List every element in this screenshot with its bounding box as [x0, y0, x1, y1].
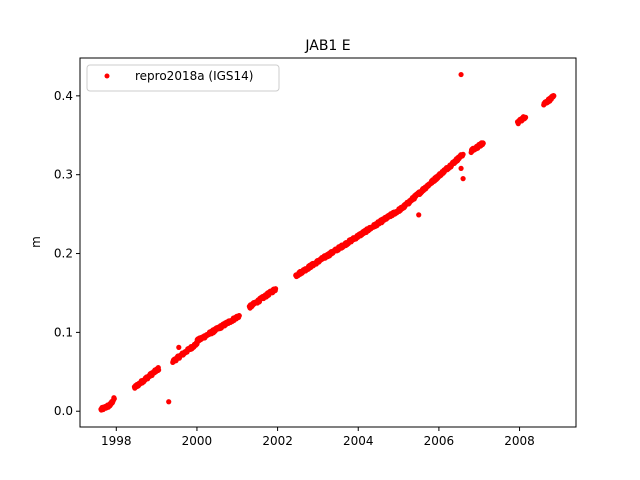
y-tick-label: 0.0	[54, 404, 73, 418]
plot-frame	[79, 57, 577, 428]
data-point	[156, 367, 162, 373]
data-point	[272, 286, 279, 292]
data-point-outlier	[458, 165, 464, 171]
data-point	[236, 313, 242, 319]
chart-title: JAB1 E	[304, 38, 350, 54]
data-point	[460, 151, 466, 157]
data-point	[480, 140, 486, 146]
data-points	[98, 71, 557, 413]
data-point-outlier	[458, 71, 464, 78]
legend-box	[86, 64, 280, 92]
axis-ticks: 1998 2000 2002 2004 2006 2008 0.0 0.1 0.2 0.3 0.4	[54, 89, 535, 448]
y-axis-label: m	[29, 236, 43, 248]
data-point-outlier	[166, 399, 172, 405]
y-tick-label: 0.3	[54, 168, 73, 182]
data-point	[111, 396, 117, 402]
y-tick-label: 0.4	[54, 89, 73, 103]
y-tick-label: 0.2	[54, 247, 73, 261]
data-point-outlier	[416, 212, 422, 218]
legend-label-series: repro2018a (IGS14)	[135, 69, 253, 83]
x-tick-label: 2002	[262, 434, 293, 448]
x-tick-label: 2006	[424, 434, 455, 448]
data-point-outlier	[460, 176, 466, 182]
y-tick-label: 0.1	[54, 325, 73, 339]
data-point	[551, 93, 557, 99]
legend: repro2018a (IGS14)	[86, 64, 280, 92]
x-tick-label: 2000	[182, 434, 213, 448]
data-point	[522, 114, 529, 120]
x-tick-label: 2008	[504, 434, 535, 448]
data-point-outlier	[448, 164, 454, 170]
x-tick-label: 1998	[101, 434, 132, 448]
x-tick-label: 2004	[343, 434, 374, 448]
data-point-outlier	[176, 344, 182, 350]
legend-marker	[104, 73, 110, 79]
